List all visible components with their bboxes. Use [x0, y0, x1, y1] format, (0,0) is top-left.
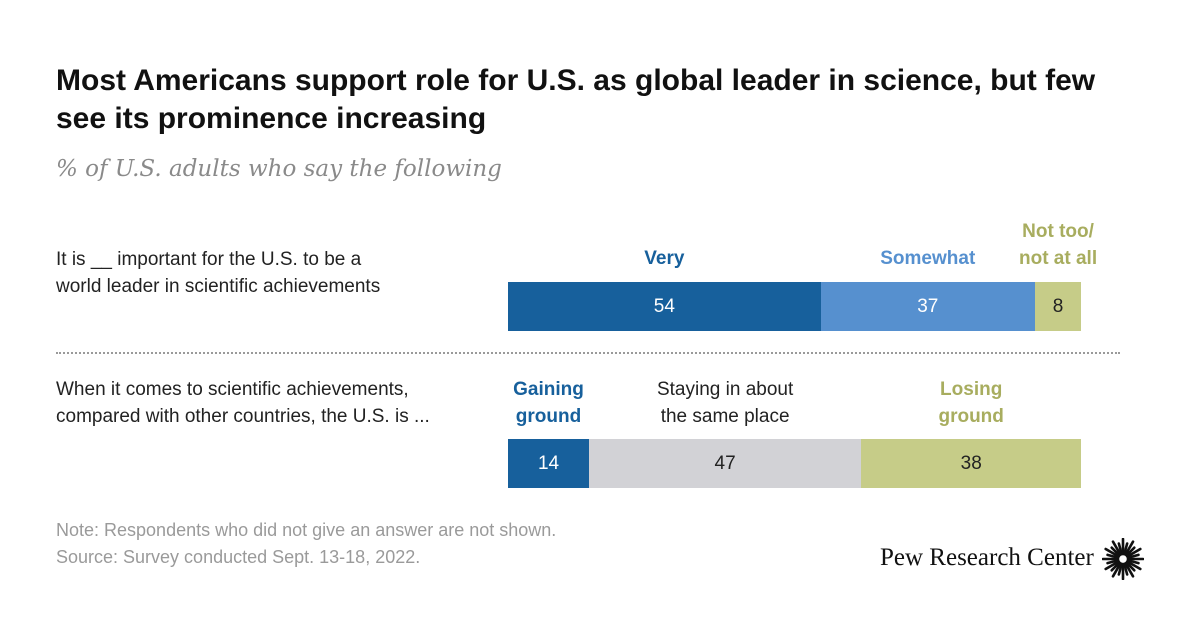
section-divider: [56, 352, 1120, 354]
pew-logo-text: Pew Research Center: [880, 544, 1094, 571]
legend-label: Losing ground: [938, 379, 1004, 427]
legend-label: Staying in about the same place: [656, 379, 794, 427]
bar-segment: 47: [589, 439, 862, 488]
chart-subtitle: % of U.S. adults who say the following: [56, 156, 502, 182]
row-label-standing: When it comes to scientific achievements…: [56, 379, 430, 427]
bar-segment: 38: [861, 439, 1082, 488]
chart-source: Source: Survey conducted Sept. 13-18, 20…: [56, 547, 421, 567]
chart-note: Note: Respondents who did not give an an…: [56, 520, 557, 540]
sunburst-icon: [1102, 538, 1144, 580]
data-label: 14: [537, 452, 560, 474]
row-label-importance: It is __ important for the U.S. to be a …: [56, 249, 381, 297]
bar-segment: 8: [1034, 282, 1082, 331]
data-label: 47: [714, 452, 736, 474]
bar-segment: 54: [508, 282, 821, 331]
legend-label: Somewhat: [880, 248, 976, 269]
data-label: 38: [960, 452, 982, 474]
legend-label: Gaining ground: [513, 379, 584, 427]
bar-segment: 37: [820, 282, 1035, 331]
legend-label: Not too/ not at all: [1018, 221, 1098, 269]
data-label: 37: [917, 295, 939, 317]
bar-segment: 14: [508, 439, 590, 488]
data-label: 8: [1052, 295, 1064, 317]
data-label: 54: [653, 295, 675, 317]
legend-label: Very: [644, 248, 685, 269]
chart-title: Most Americans support role for U.S. as …: [56, 64, 1096, 135]
